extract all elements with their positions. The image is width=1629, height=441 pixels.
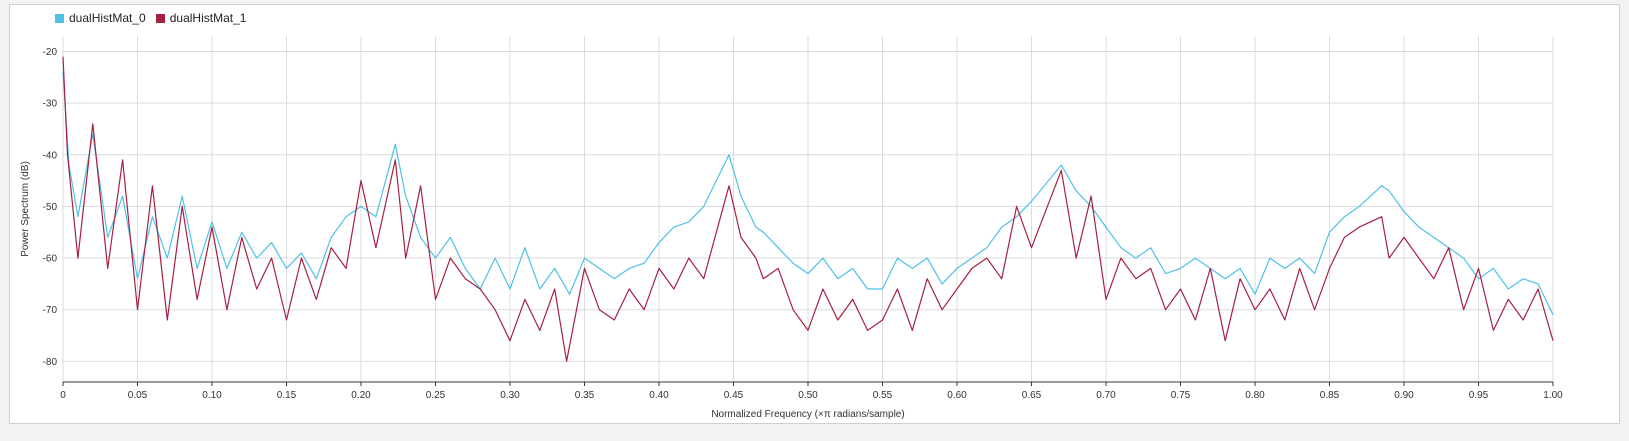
y-tick-label: -50 (43, 202, 58, 213)
chart-frame (9, 4, 1620, 424)
grid-lines (62, 36, 1554, 382)
x-tick-label: 0.95 (1469, 390, 1489, 401)
x-tick-label: 0.55 (873, 390, 893, 401)
x-axis-ticks: 0 0.05 0.10 0.15 0.20 0.25 0.30 0.35 0.40 0.45 0.5… (60, 382, 1563, 401)
y-axis-ticks: -20 -30 -40 -50 -60 -70 -80 (43, 47, 58, 368)
legend-label-1: dualHistMat_1 (169, 11, 247, 25)
x-tick-label: 0.15 (277, 390, 297, 401)
y-axis-label: Power Spectrum (dB) (20, 161, 31, 257)
x-tick-label: 1.00 (1543, 390, 1563, 401)
legend-item-series-0[interactable]: dualHistMat_0 (55, 11, 146, 25)
x-tick-label: 0.35 (575, 390, 595, 401)
y-tick-label: -80 (43, 357, 58, 368)
x-tick-label: 0.70 (1096, 390, 1116, 401)
legend-label-0: dualHistMat_0 (69, 11, 146, 25)
series-line-0 (62, 72, 1554, 316)
series-lines (62, 56, 1554, 362)
x-axis-label: Normalized Frequency (×π radians/sample) (711, 409, 904, 420)
y-tick-label: -40 (43, 150, 58, 161)
x-tick-label: 0.60 (947, 390, 967, 401)
x-tick-label: 0.85 (1320, 390, 1340, 401)
x-tick-label: 0.80 (1245, 390, 1265, 401)
x-tick-label: 0.75 (1171, 390, 1191, 401)
x-tick-label: 0 (60, 390, 66, 401)
x-tick-label: 0.25 (426, 390, 446, 401)
legend-item-series-1[interactable]: dualHistMat_1 (155, 11, 247, 25)
legend-swatch-0 (55, 13, 64, 23)
x-tick-label: 0.90 (1394, 390, 1414, 401)
x-tick-label: 0.45 (724, 390, 744, 401)
y-tick-label: -70 (43, 305, 58, 316)
x-tick-label: 0.30 (500, 390, 520, 401)
x-tick-label: 0.05 (128, 390, 148, 401)
x-tick-label: 0.10 (202, 390, 222, 401)
legend: dualHistMat_0 dualHistMat_1 (55, 11, 246, 25)
y-tick-label: -60 (43, 254, 58, 265)
x-tick-label: 0.50 (798, 390, 818, 401)
y-tick-label: -20 (43, 47, 58, 58)
legend-swatch-1 (155, 13, 165, 23)
x-tick-label: 0.65 (1022, 390, 1042, 401)
y-tick-label: -30 (43, 99, 58, 110)
series-line-1 (62, 56, 1554, 362)
x-tick-label: 0.20 (351, 390, 371, 401)
x-tick-label: 0.40 (649, 390, 669, 401)
